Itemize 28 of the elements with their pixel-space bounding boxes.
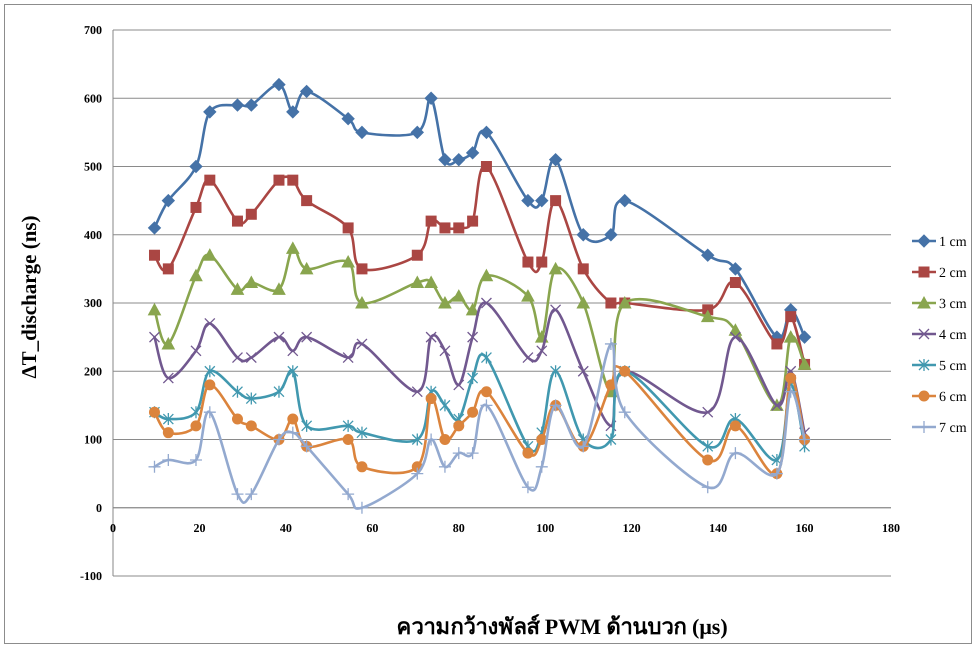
y-tick-label: 400 [84,228,102,242]
y-tick-label: 200 [84,364,102,378]
x-tick-label: 0 [110,520,116,535]
x-tick-label: 80 [452,520,465,535]
y-axis-title: ΔT_discharge (ns) [17,215,41,379]
legend-label: 3 cm [939,297,967,312]
x-tick-label: 180 [882,520,900,535]
x-tick-label: 60 [366,520,378,535]
y-tick-label: -100 [80,569,102,583]
x-tick-label: 20 [193,520,206,535]
x-tick-label: 160 [796,520,814,535]
legend-label: 6 cm [939,390,967,405]
y-tick-label: 700 [84,23,102,37]
legend-label: 2 cm [939,266,967,281]
x-tick-label: 40 [280,520,292,535]
y-tick-label: 600 [84,91,102,106]
y-tick-label: 300 [84,296,102,310]
x-tick-label: 140 [709,520,728,535]
legend-label: 5 cm [939,359,967,374]
y-tick-label: 0 [96,500,102,515]
y-tick-label: 500 [84,160,102,174]
x-tick-label: 100 [536,520,554,535]
legend-label: 4 cm [939,328,967,343]
x-tick-label: 120 [622,520,641,535]
y-tick-label: 100 [84,432,102,446]
legend-label: 7 cm [939,421,967,436]
x-axis-title: ความกว้างพัลส์ PWM ด้านบวก (μs) [396,614,728,639]
legend-label: 1 cm [939,235,967,250]
